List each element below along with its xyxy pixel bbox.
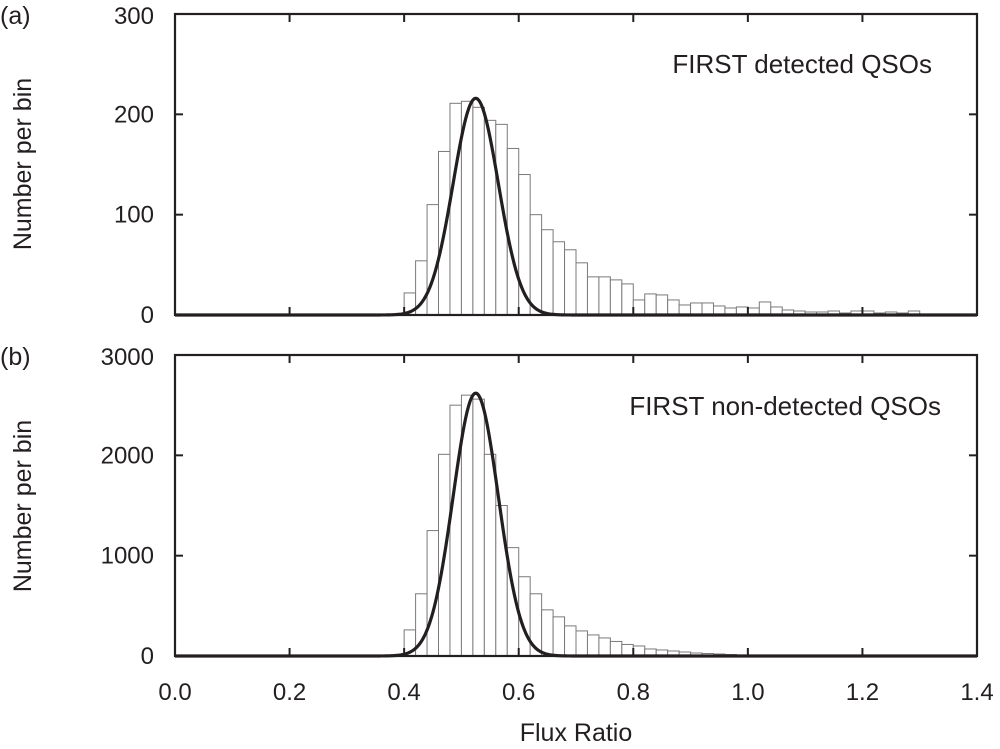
panel-b-bars (403, 394, 749, 657)
panel-b-label: (b) (0, 343, 31, 371)
panel-a-bar (564, 249, 577, 316)
panel-b-bar (575, 630, 588, 657)
panel-b-xtick-label: 1.4 (960, 679, 993, 706)
panel-a-bar (449, 102, 462, 316)
panel-a-first-detected: 0 100 200 300 (a) FIRST detected QSOs Numbe… (0, 2, 979, 329)
panel-b-ylabel: Number per bin (9, 420, 37, 592)
panel-a-ytick-label: 300 (114, 3, 154, 30)
panel-b-bar (541, 609, 554, 657)
panel-b-ytick-label: 0 (141, 643, 154, 670)
panel-a-bar (609, 279, 623, 316)
panel-a-annotation: FIRST detected QSOs (672, 49, 932, 79)
panel-b-xtick-label: 0.6 (502, 679, 535, 706)
panel-a-bar (644, 293, 657, 316)
panel-a-bar (483, 119, 497, 316)
panel-a-ytick-label: 0 (141, 302, 154, 329)
panel-b-bar (564, 625, 577, 657)
panel-a-bar (701, 302, 714, 316)
x-axis-title: Flux Ratio (520, 719, 633, 747)
panel-a-bar (655, 294, 669, 316)
panel-b-gaussian-curve (174, 391, 978, 658)
panel-a-bar (667, 299, 680, 316)
panel-a-bar (529, 214, 543, 316)
panel-a-bar (621, 283, 634, 316)
panel-b-ticks (174, 354, 978, 657)
panel-b-xtick-label: 0.0 (158, 679, 191, 706)
panel-a-bars (403, 100, 921, 316)
panel-b-xtick-label: 1.0 (731, 679, 764, 706)
panel-b-bar (586, 634, 600, 657)
panel-b-frame (173, 353, 979, 658)
panel-b-bar (598, 637, 611, 657)
panel-a-ytick-label: 200 (114, 101, 154, 128)
panel-a-bar (575, 262, 588, 316)
panel-a-ticks (174, 13, 978, 316)
panel-a-ytick-labels: 0 100 200 300 (114, 3, 154, 329)
panel-b-ytick-label: 1000 (101, 543, 154, 570)
panel-b-xtick-label: 0.2 (273, 679, 306, 706)
panel-b-bar (621, 643, 634, 657)
panel-b-bar (483, 453, 497, 657)
panel-b-bar (552, 616, 566, 657)
panel-a-bar (690, 302, 703, 316)
panel-a-bar (586, 276, 600, 316)
panel-a-ytick-label: 100 (114, 202, 154, 229)
panel-a-bar (758, 301, 772, 316)
panel-b-xtick-label: 0.4 (387, 679, 420, 706)
panel-b-ytick-label: 3000 (101, 344, 154, 371)
panel-a-bar (598, 276, 611, 316)
panel-b-xtick-label: 0.8 (617, 679, 650, 706)
panel-a-bar (552, 241, 566, 316)
panel-b-xtick-label: 1.2 (846, 679, 879, 706)
panel-a-bar (472, 106, 485, 316)
panel-b-ytick-label: 2000 (101, 442, 154, 469)
panel-b-first-non-detected: 0 1000 2000 3000 0.0 0.2 0.4 0.6 0.8 1.0 1.2 1.4 (… (0, 343, 994, 747)
panel-a-ylabel: Number per bin (9, 78, 37, 250)
panel-a-bar (506, 147, 520, 316)
panel-b-bar (609, 640, 623, 657)
panel-a-bar (632, 299, 646, 316)
panel-a-frame (173, 12, 979, 317)
panel-b-bar (472, 398, 485, 657)
panel-a-bar (541, 229, 554, 316)
panel-b-xtick-labels: 0.0 0.2 0.4 0.6 0.8 1.0 1.2 1.4 (158, 679, 993, 706)
panel-a-label: (a) (0, 2, 31, 30)
panel-b-ytick-labels: 0 1000 2000 3000 (101, 344, 154, 670)
panel-b-annotation: FIRST non-detected QSOs (629, 391, 941, 421)
